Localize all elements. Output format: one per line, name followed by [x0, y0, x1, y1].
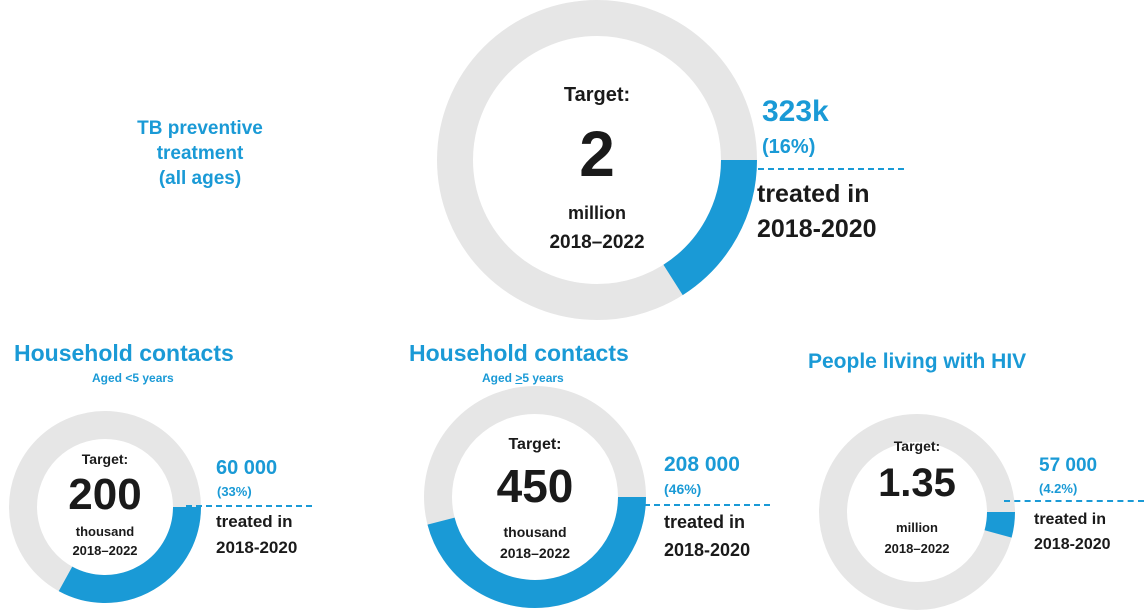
- target-period: 2018–2022: [884, 541, 950, 556]
- target-value: 200: [68, 470, 142, 519]
- donut-progress-arc: [58, 506, 201, 603]
- target-value: 1.35: [878, 461, 956, 505]
- donut-progress-arc: [984, 511, 1015, 538]
- subtitle-prefix: Aged: [482, 371, 516, 385]
- achieved-period: 2018-2020: [664, 540, 751, 560]
- subtitle-symbol: >: [515, 371, 523, 385]
- chart-title: TB preventive treatment: [137, 118, 263, 164]
- chart-title: Household contacts: [14, 340, 234, 366]
- target-period: 2018–2022: [72, 543, 138, 558]
- target-unit: thousand: [503, 524, 567, 540]
- achieved-percent: (16%): [762, 136, 816, 158]
- achieved-value: 57 000: [1039, 455, 1098, 476]
- chart-subtitle: Aged >5 years: [482, 371, 564, 385]
- target-label: Target:: [81, 451, 129, 467]
- achieved-period: 2018-2020: [216, 538, 298, 557]
- leader-line: [728, 168, 904, 170]
- achieved-value: 208 000: [664, 453, 740, 476]
- chart-title: Household contacts: [409, 340, 629, 366]
- donut-progress-arc: [663, 159, 757, 296]
- achieved-text: treated in: [1034, 511, 1107, 528]
- chart-title: People living with HIV: [808, 350, 1027, 373]
- achieved-percent: (4.2%): [1039, 481, 1078, 496]
- target-unit: million: [568, 203, 626, 223]
- achieved-percent: (46%): [664, 481, 702, 497]
- target-value: 2: [579, 118, 615, 190]
- achieved-period: 2018-2020: [1034, 536, 1111, 553]
- chart-subtitle: (all ages): [158, 168, 242, 189]
- leader-line: [624, 504, 770, 506]
- chart-subtitle: Aged <5 years: [92, 371, 174, 385]
- target-label: Target:: [893, 438, 941, 454]
- achieved-text: treated in: [216, 512, 293, 531]
- achieved-text: treated in: [664, 512, 746, 532]
- achieved-percent: (33%): [217, 484, 252, 499]
- target-unit: thousand: [75, 524, 135, 539]
- target-label: Target:: [563, 84, 631, 106]
- achieved-text: treated in: [757, 180, 870, 208]
- target-period: 2018–2022: [549, 232, 645, 253]
- achieved-period: 2018-2020: [757, 215, 877, 243]
- leader-line: [186, 505, 312, 507]
- target-value: 450: [496, 460, 574, 512]
- target-period: 2018–2022: [499, 545, 571, 561]
- target-label: Target:: [508, 436, 562, 453]
- achieved-value: 323k: [762, 95, 829, 128]
- leader-line: [1004, 500, 1144, 502]
- achieved-value: 60 000: [216, 457, 278, 479]
- donut-progress-arc: [427, 496, 646, 608]
- target-unit: million: [896, 520, 938, 535]
- subtitle-suffix: 5 years: [522, 371, 564, 385]
